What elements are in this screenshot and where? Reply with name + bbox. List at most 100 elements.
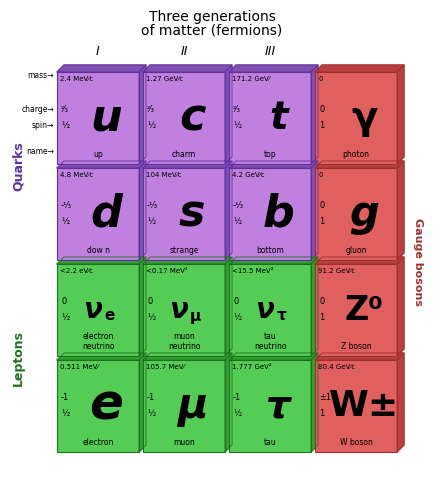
Text: 1.777 GeV²: 1.777 GeV² [232, 364, 272, 370]
Text: 1: 1 [319, 410, 324, 418]
Text: dow n: dow n [87, 246, 110, 255]
Text: gluon: gluon [345, 246, 367, 255]
Text: name→: name→ [26, 148, 54, 156]
Text: 2.4 MeV⁄c: 2.4 MeV⁄c [60, 76, 93, 82]
Text: b: b [262, 192, 294, 236]
FancyBboxPatch shape [57, 264, 139, 356]
Text: 0: 0 [319, 202, 324, 210]
Polygon shape [229, 161, 318, 168]
Text: muon
neutrino: muon neutrino [168, 332, 200, 351]
Text: ½: ½ [147, 122, 155, 130]
Polygon shape [143, 161, 232, 168]
Text: Gauge bosons: Gauge bosons [413, 218, 423, 306]
Text: 80.4 GeV⁄c: 80.4 GeV⁄c [318, 364, 355, 370]
Text: W±: W± [329, 389, 399, 423]
FancyBboxPatch shape [143, 264, 225, 356]
Text: Quarks: Quarks [12, 141, 24, 191]
Text: 171.2 GeV⁄: 171.2 GeV⁄ [232, 76, 270, 82]
Polygon shape [315, 353, 404, 360]
Text: 1: 1 [319, 314, 324, 322]
Text: 91.2 GeV⁄c: 91.2 GeV⁄c [318, 268, 355, 274]
Text: c: c [179, 96, 206, 140]
Text: photon: photon [342, 150, 369, 159]
Text: ½: ½ [61, 314, 69, 322]
Text: -1: -1 [61, 394, 69, 402]
Text: 1: 1 [319, 218, 324, 226]
Polygon shape [311, 257, 318, 356]
Text: II: II [180, 45, 188, 58]
Text: ±1: ±1 [319, 394, 331, 402]
Text: 0: 0 [318, 172, 322, 178]
Text: 1.27 GeV⁄c: 1.27 GeV⁄c [146, 76, 183, 82]
Polygon shape [139, 257, 146, 356]
Text: Z⁰: Z⁰ [345, 294, 384, 326]
Text: electron
neutrino: electron neutrino [82, 332, 114, 351]
Text: -1: -1 [233, 394, 241, 402]
FancyBboxPatch shape [315, 264, 397, 356]
FancyBboxPatch shape [229, 264, 311, 356]
Text: 0: 0 [147, 298, 152, 306]
Text: 105.7 MeV⁄: 105.7 MeV⁄ [146, 364, 185, 370]
Polygon shape [57, 161, 146, 168]
Text: ½: ½ [147, 218, 155, 226]
Text: ½: ½ [61, 122, 69, 130]
Text: 0: 0 [319, 106, 324, 114]
Text: g: g [349, 193, 379, 235]
Polygon shape [139, 65, 146, 164]
Text: mass→: mass→ [28, 72, 54, 80]
Polygon shape [225, 65, 232, 164]
Text: ½: ½ [233, 122, 241, 130]
Text: 0: 0 [318, 76, 322, 82]
FancyBboxPatch shape [57, 360, 139, 452]
Text: -¹⁄₃: -¹⁄₃ [233, 202, 244, 210]
Polygon shape [397, 161, 404, 260]
FancyBboxPatch shape [229, 360, 311, 452]
Text: s: s [179, 192, 206, 236]
FancyBboxPatch shape [143, 72, 225, 164]
Text: strange: strange [169, 246, 199, 255]
Text: μ: μ [177, 385, 207, 427]
Text: up: up [93, 150, 103, 159]
Text: <0.17 MeV²: <0.17 MeV² [146, 268, 188, 274]
Text: 0.511 MeV⁄: 0.511 MeV⁄ [60, 364, 99, 370]
Polygon shape [225, 257, 232, 356]
Text: ²⁄₃: ²⁄₃ [61, 106, 69, 114]
Polygon shape [57, 257, 146, 264]
Polygon shape [397, 353, 404, 452]
FancyBboxPatch shape [315, 360, 397, 452]
Text: of matter (fermions): of matter (fermions) [141, 24, 283, 38]
Text: ν: ν [169, 296, 188, 324]
Polygon shape [311, 161, 318, 260]
Polygon shape [311, 65, 318, 164]
Text: 0: 0 [233, 298, 238, 306]
Text: u: u [91, 96, 122, 140]
Text: γ: γ [351, 99, 377, 137]
Text: W boson: W boson [340, 438, 373, 447]
Text: 4.2 GeV⁄c: 4.2 GeV⁄c [232, 172, 265, 178]
Polygon shape [315, 257, 404, 264]
Polygon shape [57, 353, 146, 360]
Text: Three generations: Three generations [149, 10, 275, 24]
Text: tau
neutrino: tau neutrino [254, 332, 286, 351]
Polygon shape [397, 65, 404, 164]
Polygon shape [139, 353, 146, 452]
Text: ²⁄₃: ²⁄₃ [147, 106, 155, 114]
Text: bottom: bottom [256, 246, 284, 255]
Text: <2.2 eV⁄c: <2.2 eV⁄c [60, 268, 93, 274]
Text: III: III [264, 45, 276, 58]
Text: <15.5 MeV²: <15.5 MeV² [232, 268, 274, 274]
Text: ²⁄₃: ²⁄₃ [233, 106, 241, 114]
Polygon shape [397, 257, 404, 356]
Text: 1: 1 [319, 122, 324, 130]
FancyBboxPatch shape [57, 72, 139, 164]
Polygon shape [225, 353, 232, 452]
Text: tau: tau [264, 438, 276, 447]
Text: μ: μ [190, 308, 201, 324]
Polygon shape [229, 353, 318, 360]
Polygon shape [143, 257, 232, 264]
Polygon shape [143, 65, 232, 72]
Polygon shape [143, 353, 232, 360]
FancyBboxPatch shape [143, 168, 225, 260]
FancyBboxPatch shape [143, 360, 225, 452]
Text: top: top [264, 150, 276, 159]
